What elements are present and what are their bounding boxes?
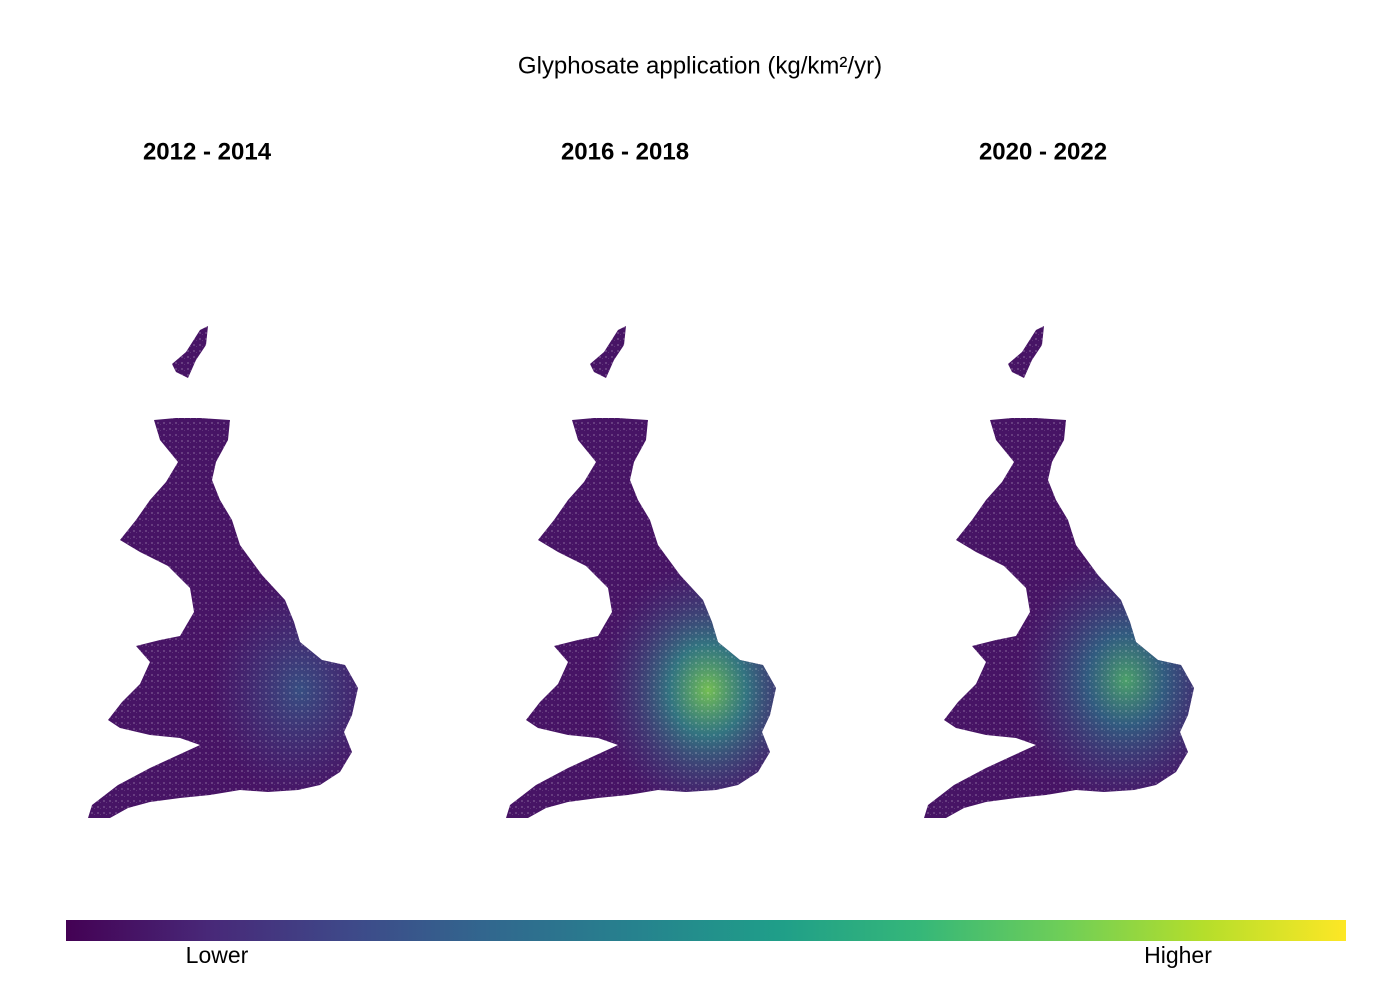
figure-title: Glyphosate application (kg/km²/yr) [518,52,882,79]
map-texture [924,326,1194,818]
map-panel [506,326,776,818]
map-texture [506,326,776,818]
map-panel [924,326,1194,818]
panel-title: 2020 - 2022 [979,138,1107,165]
legend-high-label: Higher [1144,942,1212,968]
legend-low-label: Lower [186,942,249,968]
panel-title: 2016 - 2018 [561,138,689,165]
map-texture [88,326,358,818]
map-panel [88,326,358,818]
panel-title: 2012 - 2014 [143,138,272,165]
colorbar [66,920,1346,941]
